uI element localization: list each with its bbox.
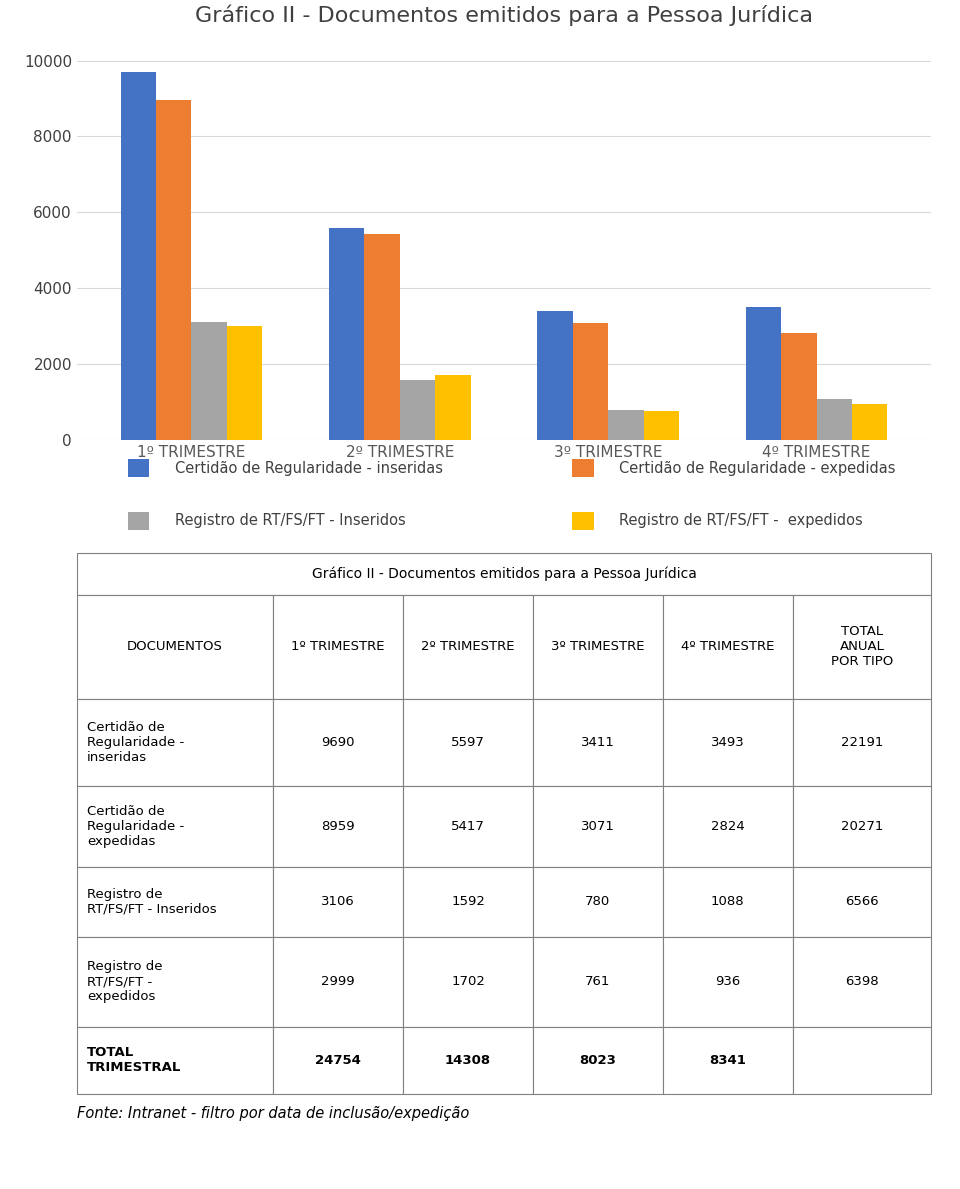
Text: 2º TRIMESTRE: 2º TRIMESTRE xyxy=(421,641,515,653)
Bar xyxy=(403,786,533,867)
Text: Certidão de Regularidade - expedidas: Certidão de Regularidade - expedidas xyxy=(619,460,896,476)
Bar xyxy=(399,379,435,440)
Bar xyxy=(128,511,150,530)
Bar xyxy=(403,699,533,786)
Bar xyxy=(77,937,274,1026)
Text: 9690: 9690 xyxy=(322,736,355,749)
Bar xyxy=(77,1026,274,1094)
Text: 936: 936 xyxy=(715,975,740,988)
Text: Registro de
RT/FS/FT -
expedidos: Registro de RT/FS/FT - expedidos xyxy=(87,961,162,1004)
Bar xyxy=(533,594,663,699)
Text: 3106: 3106 xyxy=(322,895,355,908)
Text: 1º TRIMESTRE: 1º TRIMESTRE xyxy=(292,641,385,653)
Text: 3411: 3411 xyxy=(581,736,615,749)
Text: 1088: 1088 xyxy=(711,895,745,908)
Bar xyxy=(746,308,781,440)
Text: Registro de RT/FS/FT - Inseridos: Registro de RT/FS/FT - Inseridos xyxy=(175,514,406,528)
Text: 2824: 2824 xyxy=(711,819,745,832)
Text: 24754: 24754 xyxy=(315,1053,361,1067)
Bar xyxy=(663,594,793,699)
Bar xyxy=(663,1026,793,1094)
Text: 761: 761 xyxy=(586,975,611,988)
Bar xyxy=(77,553,931,594)
Text: 780: 780 xyxy=(586,895,611,908)
Text: 8023: 8023 xyxy=(580,1053,616,1067)
Bar xyxy=(793,594,931,699)
Bar xyxy=(533,786,663,867)
Bar xyxy=(403,867,533,937)
Bar xyxy=(403,1026,533,1094)
Bar xyxy=(274,786,403,867)
Bar xyxy=(77,594,274,699)
Text: 8959: 8959 xyxy=(322,819,355,832)
Text: 8341: 8341 xyxy=(709,1053,746,1067)
Text: 3º TRIMESTRE: 3º TRIMESTRE xyxy=(551,641,645,653)
Bar xyxy=(793,786,931,867)
Text: 14308: 14308 xyxy=(445,1053,492,1067)
Text: 3071: 3071 xyxy=(581,819,615,832)
Text: Certidão de Regularidade - inseridas: Certidão de Regularidade - inseridas xyxy=(175,460,444,476)
Bar xyxy=(793,1026,931,1094)
Bar xyxy=(274,867,403,937)
Bar xyxy=(274,1026,403,1094)
Bar xyxy=(852,404,887,440)
Bar xyxy=(156,100,191,440)
Bar xyxy=(128,459,150,477)
Bar xyxy=(329,227,365,440)
Bar xyxy=(572,511,593,530)
Bar xyxy=(191,322,227,440)
Text: Registro de
RT/FS/FT - Inseridos: Registro de RT/FS/FT - Inseridos xyxy=(87,888,217,916)
Bar xyxy=(533,699,663,786)
Bar xyxy=(435,376,470,440)
Bar xyxy=(663,937,793,1026)
Bar xyxy=(274,937,403,1026)
Bar xyxy=(121,73,156,440)
Bar xyxy=(643,411,679,440)
Text: Registro de RT/FS/FT -  expedidos: Registro de RT/FS/FT - expedidos xyxy=(619,514,863,528)
Bar xyxy=(538,310,573,440)
Bar xyxy=(573,323,609,440)
Text: TOTAL
TRIMESTRAL: TOTAL TRIMESTRAL xyxy=(87,1046,181,1074)
Bar xyxy=(663,699,793,786)
Bar xyxy=(609,410,643,440)
Bar xyxy=(77,867,274,937)
Bar xyxy=(793,867,931,937)
Bar xyxy=(533,867,663,937)
Bar xyxy=(572,459,593,477)
Bar xyxy=(533,1026,663,1094)
Text: Certidão de
Regularidade -
expedidas: Certidão de Regularidade - expedidas xyxy=(87,805,184,848)
Bar xyxy=(781,333,817,440)
Bar xyxy=(403,594,533,699)
Bar xyxy=(817,398,852,440)
Bar xyxy=(533,937,663,1026)
Text: 3493: 3493 xyxy=(711,736,745,749)
Text: 6398: 6398 xyxy=(845,975,878,988)
Bar xyxy=(663,867,793,937)
Text: 2999: 2999 xyxy=(322,975,355,988)
Text: 20271: 20271 xyxy=(841,819,883,832)
Bar xyxy=(227,326,262,440)
Text: Fonte: Intranet - filtro por data de inclusão/expedição: Fonte: Intranet - filtro por data de inc… xyxy=(77,1106,469,1121)
Text: Certidão de
Regularidade -
inseridas: Certidão de Regularidade - inseridas xyxy=(87,721,184,763)
Bar xyxy=(793,937,931,1026)
Text: DOCUMENTOS: DOCUMENTOS xyxy=(127,641,223,653)
Bar xyxy=(365,234,399,440)
Text: 4º TRIMESTRE: 4º TRIMESTRE xyxy=(682,641,775,653)
Text: Gráfico II - Documentos emitidos para a Pessoa Jurídica: Gráfico II - Documentos emitidos para a … xyxy=(312,567,696,581)
Bar xyxy=(77,699,274,786)
Bar xyxy=(274,699,403,786)
Bar xyxy=(793,699,931,786)
Text: 6566: 6566 xyxy=(845,895,878,908)
Bar xyxy=(274,594,403,699)
Text: 22191: 22191 xyxy=(841,736,883,749)
Bar xyxy=(663,786,793,867)
Text: 5417: 5417 xyxy=(451,819,485,832)
Bar xyxy=(403,937,533,1026)
Text: 1592: 1592 xyxy=(451,895,485,908)
Bar xyxy=(77,786,274,867)
Text: 1702: 1702 xyxy=(451,975,485,988)
Text: 5597: 5597 xyxy=(451,736,485,749)
Title: Gráfico II - Documentos emitidos para a Pessoa Jurídica: Gráfico II - Documentos emitidos para a … xyxy=(195,5,813,26)
Text: TOTAL
ANUAL
POR TIPO: TOTAL ANUAL POR TIPO xyxy=(830,625,893,668)
